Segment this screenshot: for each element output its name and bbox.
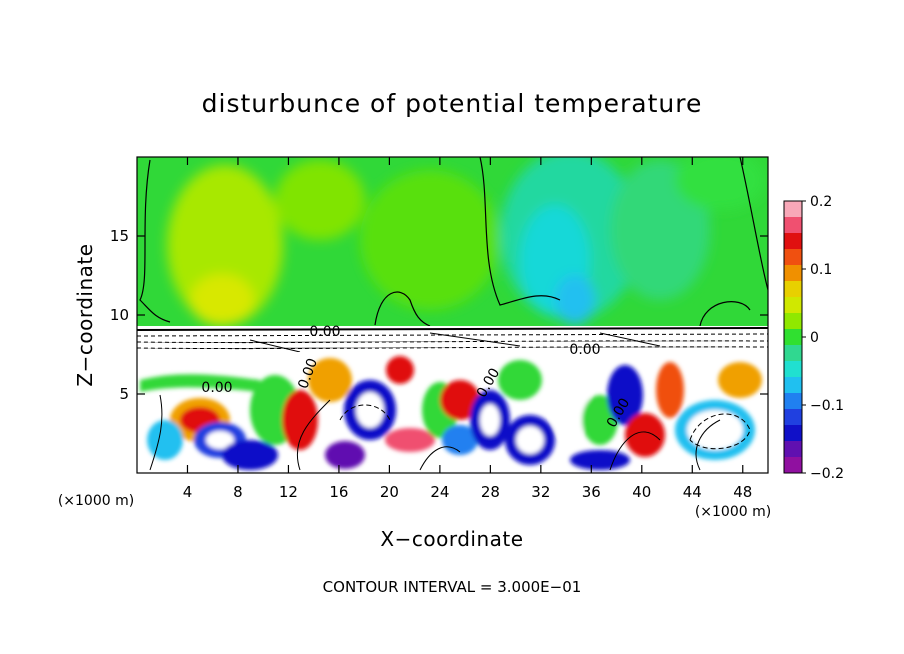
x-axis-label: X−coordinate (380, 527, 523, 551)
x-tick-label: 44 (683, 483, 702, 501)
x-unit-left: (×1000 m) (58, 493, 134, 509)
colorbar-tick-label: 0 (810, 330, 819, 346)
colorbar-swatch (784, 377, 802, 394)
x-tick-label: 20 (380, 483, 399, 501)
upper-field-shading (167, 157, 765, 326)
colorbar-tick-label: 0.2 (810, 194, 832, 210)
colorbar (783, 200, 803, 474)
x-tick-label: 12 (279, 483, 298, 501)
x-tick-label: 16 (329, 483, 348, 501)
colorbar-swatch (784, 457, 802, 474)
plot-area (137, 157, 768, 473)
colorbar-swatch (784, 217, 802, 234)
x-unit-right: (×1000 m) (695, 504, 771, 520)
x-tick-label: 8 (233, 483, 243, 501)
chart-title: disturbunce of potential temperature (202, 89, 703, 118)
contour-label: 0.00 (309, 324, 340, 340)
colorbar-tick-label: −0.2 (810, 466, 844, 482)
y-tick-label: 5 (119, 385, 129, 403)
colorbar-swatch (784, 249, 802, 266)
colorbar-swatch (784, 441, 802, 458)
x-tick-label: 4 (183, 483, 193, 501)
y-axis-label: Z−coordinate (73, 243, 97, 386)
colorbar-swatch (784, 313, 802, 330)
colorbar-swatch (784, 233, 802, 250)
contour-label: 0.00 (201, 380, 232, 396)
x-axis: 4 8 12 16 20 24 28 32 36 40 44 48 (183, 157, 752, 501)
colorbar-swatch (784, 265, 802, 282)
colorbar-swatch (784, 281, 802, 298)
colorbar-swatch (784, 329, 802, 346)
colorbar-swatch (784, 409, 802, 426)
x-tick-label: 40 (632, 483, 651, 501)
colorbar-labels: 0.2 0.1 0 −0.1 −0.2 (802, 194, 844, 482)
colorbar-swatch (784, 393, 802, 410)
y-axis: 5 10 15 (110, 227, 768, 403)
x-tick-label: 36 (582, 483, 601, 501)
y-tick-label: 10 (110, 306, 129, 324)
x-tick-label: 24 (430, 483, 449, 501)
colorbar-tick-label: −0.1 (810, 398, 844, 414)
colorbar-swatch (784, 345, 802, 362)
y-tick-label: 15 (110, 227, 129, 245)
colorbar-swatch (784, 297, 802, 314)
colorbar-tick-label: 0.1 (810, 262, 832, 278)
x-tick-label: 32 (531, 483, 550, 501)
x-tick-label: 48 (733, 483, 752, 501)
contour-label: 0.00 (569, 342, 600, 358)
contour-interval-note: CONTOUR INTERVAL = 3.000E−01 (323, 578, 582, 596)
lower-field-shading (140, 356, 762, 470)
x-tick-label: 28 (481, 483, 500, 501)
colorbar-swatch (784, 425, 802, 442)
colorbar-swatch (784, 361, 802, 378)
colorbar-swatch (784, 201, 802, 218)
